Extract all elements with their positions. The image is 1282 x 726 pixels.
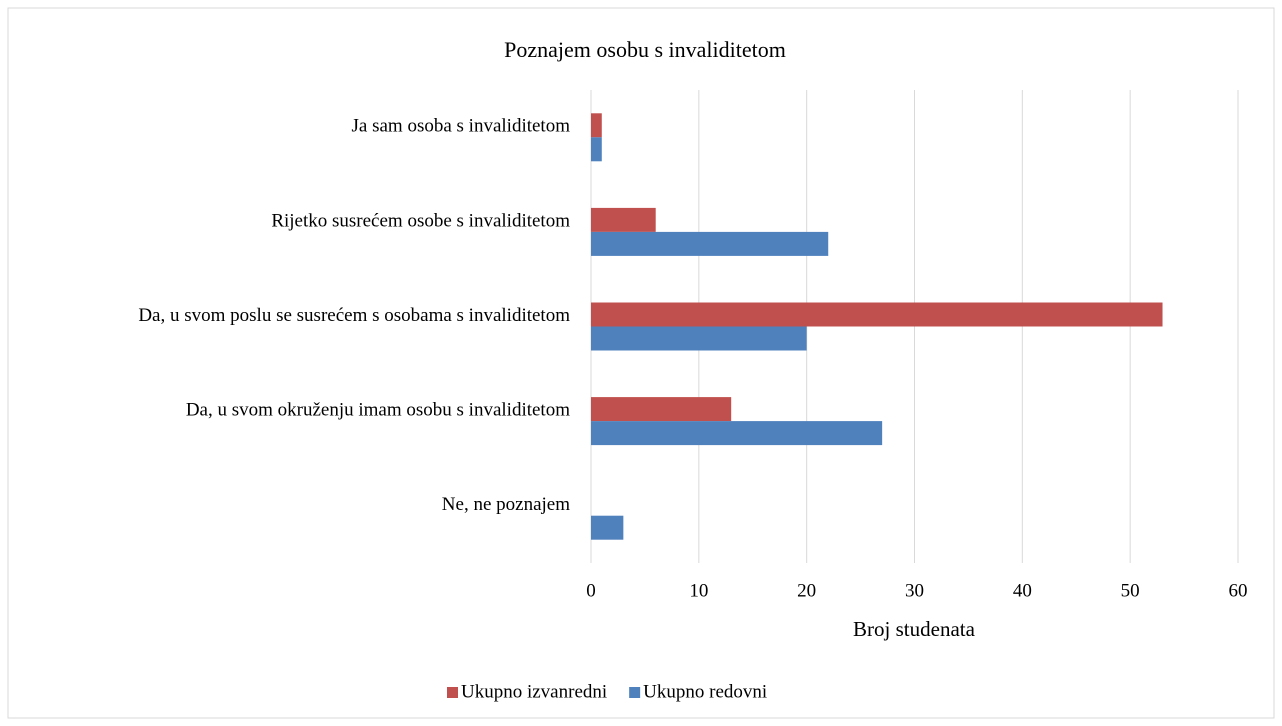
x-tick-label: 10	[689, 580, 708, 601]
legend-label: Ukupno izvanredni	[461, 681, 607, 702]
x-tick-label: 50	[1121, 580, 1140, 601]
bar	[591, 137, 602, 162]
y-tick-label: Da, u svom okruženju imam osobu s invali…	[186, 399, 570, 420]
legend-swatch	[447, 687, 458, 698]
x-tick-label: 20	[797, 580, 816, 601]
bar	[591, 113, 602, 138]
y-tick-label: Da, u svom poslu se susrećem s osobama s…	[138, 305, 570, 326]
x-tick-label: 40	[1013, 580, 1032, 601]
y-tick-label: Rijetko susrećem osobe s invaliditetom	[271, 210, 570, 231]
legend-swatch	[629, 687, 641, 698]
legend-label: Ukupno redovni	[643, 681, 767, 702]
bar	[591, 302, 1163, 327]
chart-title: Poznajem osobu s invaliditetom	[504, 37, 786, 62]
bar	[591, 421, 883, 446]
chart-border	[7, 7, 1275, 719]
y-tick-label: Ja sam osoba s invaliditetom	[352, 116, 571, 137]
bar	[591, 326, 807, 351]
x-tick-label: 0	[586, 580, 596, 601]
bar	[591, 207, 656, 232]
x-tick-label: 60	[1229, 580, 1248, 601]
bar	[591, 515, 624, 540]
bar	[591, 397, 732, 422]
y-tick-label: Ne, ne poznajem	[442, 494, 570, 515]
x-tick-label: 30	[905, 580, 924, 601]
bar	[591, 231, 829, 256]
x-axis-label: Broj studenata	[853, 617, 976, 641]
